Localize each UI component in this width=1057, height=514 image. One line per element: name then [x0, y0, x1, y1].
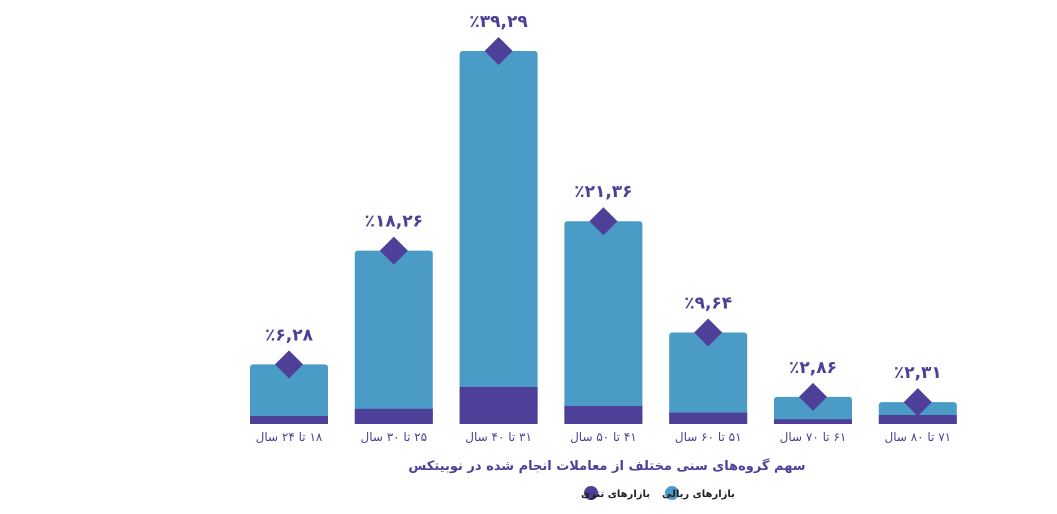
value-label: ٪۲۱,۳۶ — [574, 182, 632, 202]
legend-swatch-rial — [665, 486, 679, 500]
legend-swatch-tether — [584, 486, 598, 500]
value-label: ٪۱۸,۲۶ — [365, 212, 423, 232]
diamond-marker — [275, 350, 303, 379]
category-label: ۷۱ تا ۸۰ سال — [884, 430, 951, 444]
bar-tether — [459, 386, 538, 424]
bar-rial — [564, 221, 643, 424]
category-label: ۲۵ تا ۳۰ سال — [360, 430, 427, 444]
category-label: ۴۱ تا ۵۰ سال — [570, 430, 637, 444]
bar-rial — [459, 51, 538, 424]
category-label: ۱۸ تا ۲۴ سال — [256, 430, 323, 444]
category-label: ۵۱ تا ۶۰ سال — [675, 430, 742, 444]
bar-rial — [354, 250, 433, 424]
bar-rial — [669, 332, 748, 424]
legend-label-rial: بازارهای ریالی — [662, 489, 735, 500]
value-label: ٪۶,۲۸ — [265, 325, 314, 345]
category-label: ۳۱ تا ۴۰ سال — [465, 430, 532, 444]
bar-tether — [669, 412, 748, 424]
diamond-marker — [694, 318, 723, 347]
bar-tether — [354, 408, 433, 424]
diamond-marker — [379, 236, 408, 265]
legend: بازارهای ریالی بازارهای تتری — [581, 486, 735, 500]
value-label: ٪۲,۸۶ — [789, 358, 837, 378]
diamond-marker — [484, 37, 513, 65]
chart-title: سهم گروه‌های سنی مختلف از معاملات انجام … — [408, 458, 805, 474]
bar-tether — [564, 405, 643, 424]
value-label: ٪۳۹,۲۹ — [469, 12, 528, 32]
diamond-marker — [589, 207, 618, 236]
category-label: ۶۱ تا ۷۰ سال — [780, 430, 847, 444]
legend-label-tether: بازارهای تتری — [581, 489, 650, 500]
bar-tether — [250, 416, 328, 424]
value-label: ٪۲,۳۱ — [894, 363, 942, 383]
value-label: ٪۹,۶۴ — [684, 293, 732, 313]
diamond-marker — [903, 388, 932, 417]
bar-rial — [250, 364, 328, 424]
bar-tether — [878, 414, 957, 424]
bar-tether — [774, 419, 852, 424]
diamond-marker — [799, 382, 827, 411]
